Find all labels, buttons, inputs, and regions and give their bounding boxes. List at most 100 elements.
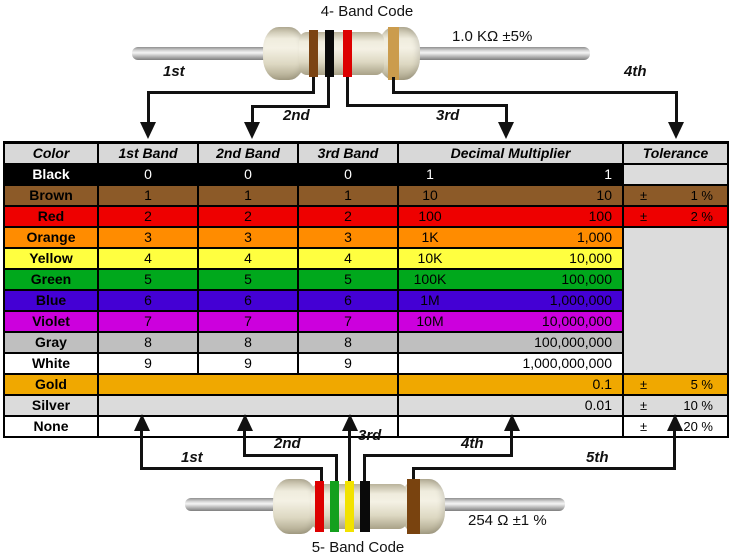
multiplier-value: 10 bbox=[596, 187, 612, 203]
arrow-line bbox=[327, 77, 330, 108]
band-digit-cell: 0 bbox=[97, 163, 199, 186]
header-1st-band: 1st Band bbox=[97, 141, 199, 165]
tolerance-value: 20 % bbox=[683, 419, 713, 434]
multiplier-value: 100,000,000 bbox=[534, 334, 612, 350]
arrow-line bbox=[251, 105, 330, 108]
tolerance-value: 1 % bbox=[690, 188, 713, 203]
band-yellow bbox=[345, 481, 354, 532]
arrow-label-5th: 5th bbox=[586, 449, 609, 466]
arrowhead-up-icon bbox=[342, 414, 358, 431]
band-digit-cell: 9 bbox=[297, 352, 399, 375]
plus-minus-sign: ± bbox=[640, 398, 648, 413]
arrow-line bbox=[675, 91, 678, 124]
tolerance-merged-empty-cell bbox=[622, 226, 729, 375]
tolerance-cell bbox=[622, 163, 729, 186]
five-band-resistor-body bbox=[273, 479, 445, 534]
band-brown bbox=[407, 479, 420, 534]
band-digit-cell: 4 bbox=[97, 247, 199, 270]
multiplier-cell: 0.01 bbox=[397, 394, 624, 417]
band-gold bbox=[388, 27, 399, 80]
band-digit-cell: 6 bbox=[197, 289, 299, 312]
table-row-red: Red 2 2 2 100 100 ±2 % bbox=[3, 205, 729, 228]
color-name-cell: Gray bbox=[3, 331, 99, 354]
arrow-label-3rd: 3rd bbox=[358, 427, 382, 444]
band-digit-cell: 6 bbox=[297, 289, 399, 312]
arrow-line bbox=[312, 77, 315, 94]
multiplier-abbr: 1M bbox=[420, 292, 440, 308]
four-band-title: 4- Band Code bbox=[320, 3, 414, 20]
band-digit-cell: 1 bbox=[197, 184, 299, 207]
arrow-line bbox=[147, 91, 150, 124]
color-name-cell: Silver bbox=[3, 394, 99, 417]
table-header-row: Color 1st Band 2nd Band 3rd Band Decimal… bbox=[3, 141, 729, 165]
arrow-label-1st: 1st bbox=[163, 63, 185, 80]
color-name-cell: Violet bbox=[3, 310, 99, 333]
arrow-line bbox=[147, 91, 315, 94]
arrow-line bbox=[412, 467, 676, 470]
band-digit-cell: 2 bbox=[97, 205, 199, 228]
arrow-line bbox=[392, 91, 678, 94]
multiplier-value: 1 bbox=[604, 166, 612, 182]
tolerance-value: 5 % bbox=[690, 377, 713, 392]
band-digit-cell: 0 bbox=[197, 163, 299, 186]
arrow-line bbox=[363, 454, 513, 457]
multiplier-value: 10,000,000 bbox=[541, 313, 612, 329]
multiplier-value: 0.01 bbox=[584, 397, 612, 413]
multiplier-cell: 0.1 bbox=[397, 373, 624, 396]
color-name-cell: Brown bbox=[3, 184, 99, 207]
band-digit-cell: 4 bbox=[297, 247, 399, 270]
multiplier-value: 100,000 bbox=[561, 271, 612, 287]
color-name-cell: Blue bbox=[3, 289, 99, 312]
arrow-label-3rd: 3rd bbox=[436, 107, 460, 124]
merged-band-cell bbox=[97, 394, 399, 417]
four-band-resistor-body bbox=[263, 27, 420, 80]
multiplier-value: 100 bbox=[588, 208, 612, 224]
multiplier-cell: 10M 10,000,000 bbox=[397, 310, 624, 333]
color-code-table: Color 1st Band 2nd Band 3rd Band Decimal… bbox=[3, 141, 729, 438]
arrow-line bbox=[412, 467, 415, 481]
multiplier-abbr: 10K bbox=[417, 250, 443, 266]
arrowhead-down-icon bbox=[244, 122, 260, 139]
plus-minus-sign: ± bbox=[640, 209, 648, 224]
multiplier-cell: 10K 10,000 bbox=[397, 247, 624, 270]
arrow-label-1st: 1st bbox=[181, 449, 203, 466]
band-digit-cell: 7 bbox=[297, 310, 399, 333]
band-digit-cell: 8 bbox=[197, 331, 299, 354]
multiplier-value: 1,000,000 bbox=[549, 292, 612, 308]
multiplier-cell: 1,000,000,000 bbox=[397, 352, 624, 375]
arrowhead-down-icon bbox=[140, 122, 156, 139]
arrow-line bbox=[673, 429, 676, 470]
arrow-line bbox=[335, 454, 338, 481]
multiplier-abbr: 1K bbox=[421, 229, 439, 245]
header-decimal-multiplier: Decimal Multiplier bbox=[397, 141, 624, 165]
arrow-line bbox=[505, 104, 508, 124]
tolerance-value: 10 % bbox=[683, 398, 713, 413]
band-digit-cell: 9 bbox=[197, 352, 299, 375]
band-digit-cell: 7 bbox=[197, 310, 299, 333]
header-tolerance: Tolerance bbox=[622, 141, 729, 165]
arrowhead-up-icon bbox=[237, 414, 253, 431]
resistor-end-cap bbox=[378, 27, 420, 80]
band-digit-cell: 3 bbox=[297, 226, 399, 249]
tolerance-cell: ±10 % bbox=[622, 394, 729, 417]
header-2nd-band: 2nd Band bbox=[197, 141, 299, 165]
arrow-line bbox=[140, 429, 143, 470]
multiplier-cell: 1M 1,000,000 bbox=[397, 289, 624, 312]
merged-band-cell bbox=[97, 373, 399, 396]
multiplier-value: 10,000 bbox=[569, 250, 612, 266]
arrow-line bbox=[251, 105, 254, 124]
multiplier-cell: 100,000,000 bbox=[397, 331, 624, 354]
multiplier-abbr: 10M bbox=[416, 313, 444, 329]
multiplier-abbr: 100K bbox=[413, 271, 447, 287]
table-row-gold: Gold 0.1 ±5 % bbox=[3, 373, 729, 396]
band-digit-cell: 1 bbox=[97, 184, 199, 207]
multiplier-value: 1,000 bbox=[576, 229, 612, 245]
five-band-value-label: 254 Ω ±1 % bbox=[468, 512, 547, 529]
resistor-end-cap bbox=[273, 479, 317, 534]
multiplier-cell: 10 10 bbox=[397, 184, 624, 207]
band-digit-cell: 3 bbox=[97, 226, 199, 249]
plus-minus-sign: ± bbox=[640, 419, 648, 434]
